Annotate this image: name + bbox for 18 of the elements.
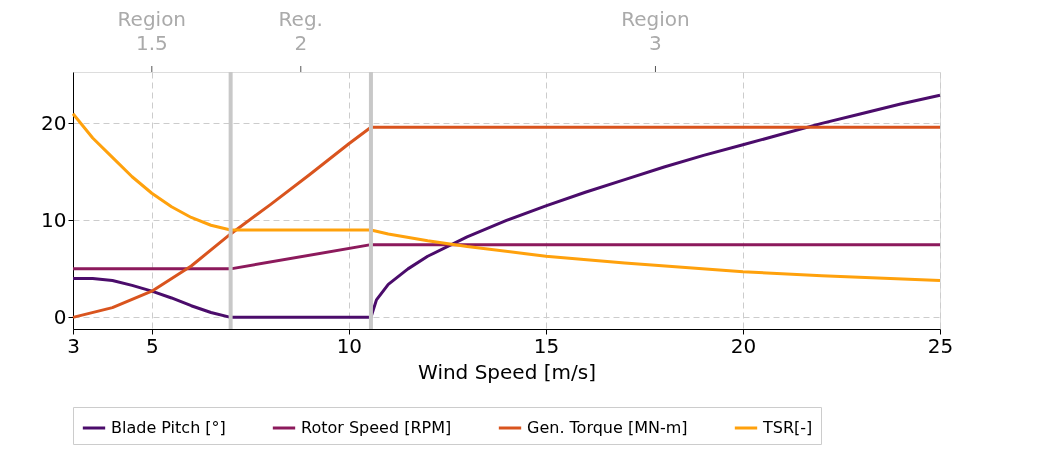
y-tick-label: 20 — [41, 110, 67, 135]
x-axis-title: Wind Speed [m/s] — [418, 359, 596, 384]
text: Region 1.5 — [117, 7, 187, 55]
x-tick-label: 20 — [730, 333, 757, 358]
x-tick-label: 25 — [927, 333, 954, 358]
legend-label: TSR[-] — [762, 418, 813, 437]
x-tick-label: 10 — [336, 333, 363, 358]
legend-label: Blade Pitch [°] — [111, 418, 226, 437]
x-tick-label: 5 — [145, 333, 159, 358]
legend-label: Gen. Torque [MN-m] — [527, 418, 688, 437]
x-tick-label: 3 — [67, 333, 80, 358]
line-series — [71, 112, 942, 283]
text: Reg. 2 — [278, 7, 323, 55]
x-tick-label: 15 — [533, 333, 560, 358]
y-tick-label: 10 — [41, 207, 67, 232]
text: Region 3 — [621, 7, 690, 55]
y-tick-label: 0 — [53, 304, 67, 329]
legend-label: Rotor Speed [RPM] — [301, 418, 452, 437]
